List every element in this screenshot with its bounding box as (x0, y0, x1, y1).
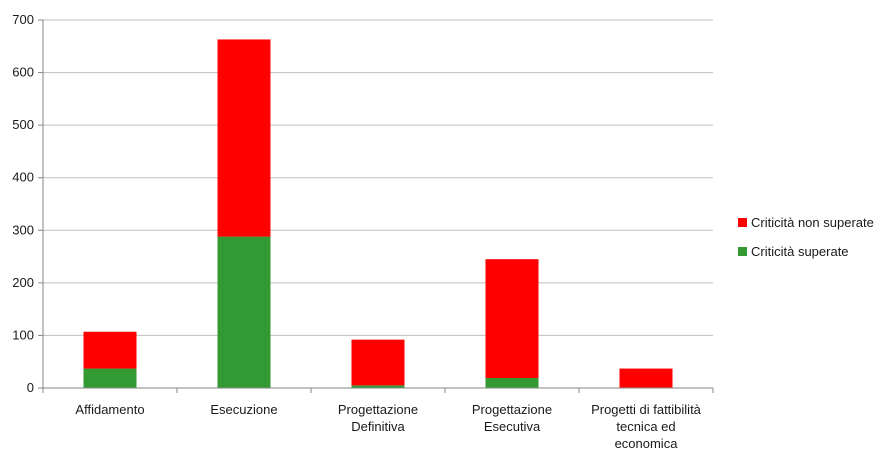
bar-segment-non-superate (351, 339, 405, 386)
y-tick-label: 400 (12, 170, 34, 185)
x-tick-label-line: Progettazione (338, 402, 418, 417)
y-tick-label: 600 (12, 65, 34, 80)
x-tick-label: Affidamento (75, 402, 144, 417)
legend-label: Criticità non superate (751, 215, 874, 230)
x-tick-label-line: Progettazione (472, 402, 552, 417)
bar-segment-superate (83, 368, 137, 388)
x-tick-label-line: Esecutiva (484, 419, 541, 434)
x-tick-label-line: tecnica ed (616, 419, 675, 434)
legend-label: Criticità superate (751, 244, 849, 259)
x-tick-label-line: Esecuzione (210, 402, 277, 417)
x-tick-label: Esecuzione (210, 402, 277, 417)
grid (38, 19, 713, 389)
legend-swatch (738, 218, 747, 227)
x-tick-label: Progettazione Esecutiva (472, 402, 552, 434)
bar-segment-non-superate (83, 331, 137, 369)
x-tick-label-line: Affidamento (75, 402, 144, 417)
y-tick-label: 0 (27, 380, 34, 395)
bar-segment-superate (485, 378, 539, 388)
x-tick-labels: Affidamento Esecuzione Progettazione Defini… (75, 402, 701, 451)
y-tick-label: 300 (12, 222, 34, 237)
x-tick-label-line: economica (615, 436, 679, 451)
axes (42, 20, 714, 393)
x-tick-label: Progettazione Definitiva (338, 402, 418, 434)
bar-segment-non-superate (217, 39, 271, 237)
legend: Criticità non superate Criticità superate (738, 215, 874, 259)
y-tick-label: 200 (12, 275, 34, 290)
y-tick-label: 500 (12, 117, 34, 132)
x-tick-label: Progetti di fattibilità tecnica ed economi… (591, 402, 702, 451)
legend-swatch (738, 247, 747, 256)
y-tick-label: 100 (12, 327, 34, 342)
bar-segment-superate (351, 385, 405, 388)
y-tick-labels: 0 100 200 300 400 500 600 700 (12, 12, 34, 395)
x-tick-label-line: Definitiva (351, 419, 405, 434)
bars (83, 39, 673, 388)
bar-segment-superate (217, 236, 271, 388)
x-tick-label-line: Progetti di fattibilità (591, 402, 702, 417)
bar-segment-non-superate (485, 259, 539, 379)
bar-segment-non-superate (619, 368, 673, 388)
y-tick-label: 700 (12, 12, 34, 27)
